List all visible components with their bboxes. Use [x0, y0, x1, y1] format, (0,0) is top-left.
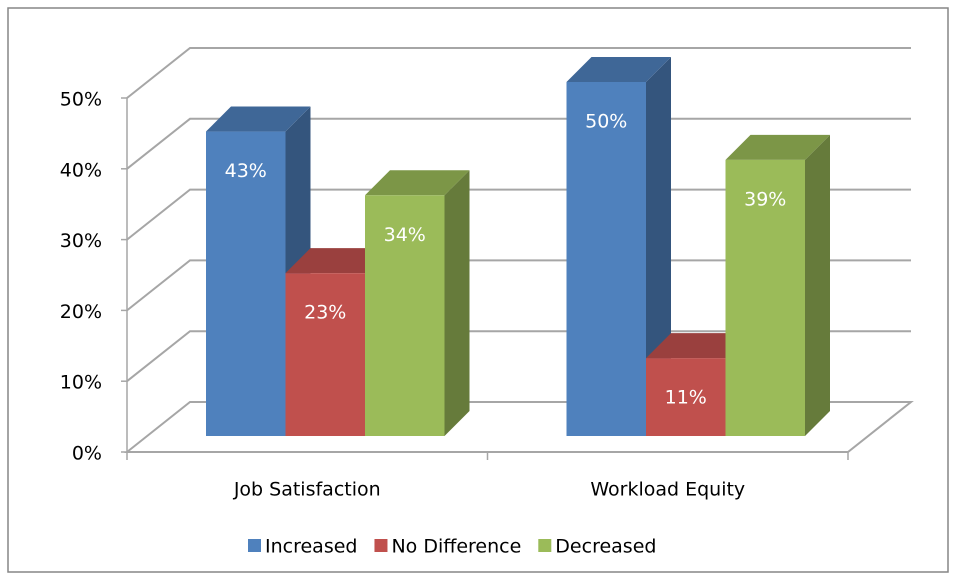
bar-top — [365, 170, 470, 196]
legend-label: Increased — [265, 536, 357, 558]
value-label: 39% — [744, 188, 786, 210]
bar — [566, 82, 646, 436]
grid-line — [126, 47, 911, 99]
legend-swatch — [374, 539, 388, 552]
value-label: 34% — [384, 224, 426, 246]
bar — [206, 131, 286, 436]
y-tick-label: 10% — [60, 372, 102, 394]
bar-top — [285, 248, 390, 274]
bar-top — [566, 57, 671, 82]
bar — [285, 273, 365, 436]
y-tick-label: 20% — [60, 301, 102, 323]
value-label: 50% — [585, 111, 627, 133]
bar-top — [206, 106, 311, 132]
x-tick-label: Workload Equity — [590, 479, 745, 501]
bar-side — [444, 170, 470, 436]
bar-top — [646, 333, 751, 359]
bar-top — [725, 134, 830, 160]
y-tick-label: 0% — [72, 443, 102, 465]
value-label: 23% — [304, 302, 346, 324]
x-tick-label: Job Satisfaction — [233, 479, 381, 501]
bar — [646, 358, 726, 436]
bar — [725, 159, 805, 436]
y-tick-label: 30% — [60, 230, 102, 252]
legend-swatch — [538, 539, 552, 552]
value-label: 43% — [225, 160, 267, 182]
legend-swatch — [248, 539, 261, 552]
bar-side — [805, 134, 830, 436]
value-label: 11% — [665, 387, 707, 409]
y-tick-label: 40% — [60, 159, 102, 181]
y-tick-label: 50% — [60, 89, 102, 111]
bar — [365, 195, 445, 436]
legend-label: No Difference — [391, 536, 521, 558]
legend-label: Decreased — [555, 536, 656, 558]
